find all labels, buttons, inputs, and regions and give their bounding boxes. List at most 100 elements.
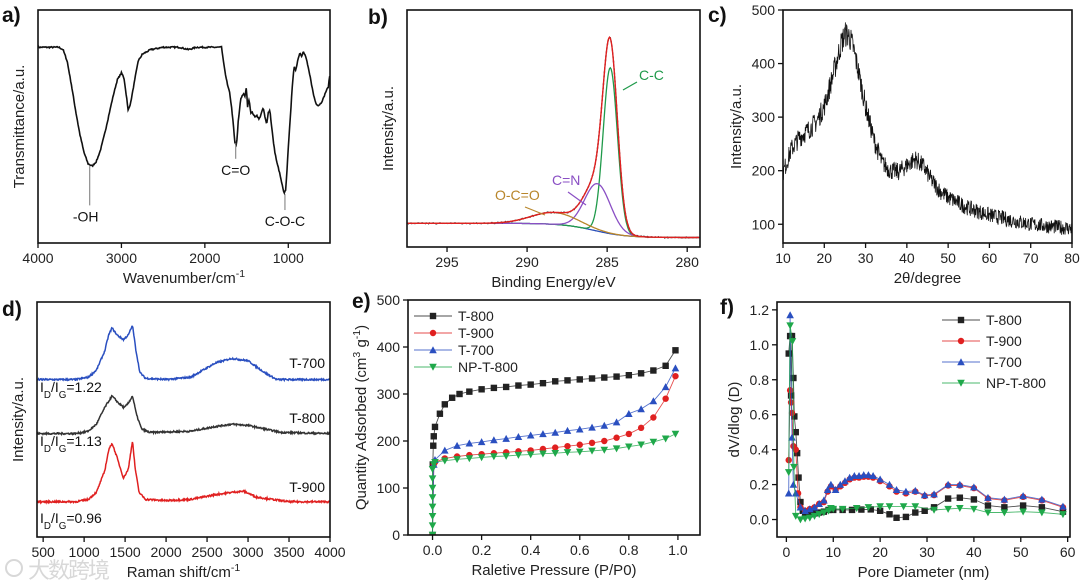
marker-square: [527, 381, 534, 388]
component-pointer: [524, 206, 546, 216]
marker-triangle-down: [1000, 509, 1009, 517]
marker-square: [515, 382, 522, 389]
annotation-label: C=O: [221, 162, 250, 178]
y-tick-label: 0.0: [750, 512, 770, 528]
x-tick-label: 20: [872, 544, 888, 560]
x-tick-label: 2500: [191, 544, 222, 560]
legend-label: T-700: [458, 342, 494, 358]
marker-square: [1001, 504, 1008, 511]
marker-triangle-down: [539, 450, 547, 458]
x-tick-label: 80: [1064, 250, 1080, 266]
marker-square: [893, 514, 900, 521]
marker-triangle-up: [551, 428, 560, 436]
marker-triangle-down: [453, 456, 461, 464]
marker-triangle-up: [786, 311, 794, 319]
marker-triangle-down: [820, 509, 828, 517]
marker-triangle-down: [957, 379, 965, 387]
marker-square: [576, 376, 583, 383]
series-label: T-700: [289, 355, 325, 371]
marker-triangle-up: [902, 487, 910, 495]
marker-triangle-down: [911, 503, 920, 511]
raman-T-900-line: [37, 441, 330, 505]
plot-area-d: [37, 325, 330, 505]
legend-item: T-700: [942, 354, 1022, 370]
marker-triangle-down: [428, 494, 437, 502]
marker-triangle-down: [441, 457, 449, 465]
plot-frame: [407, 299, 701, 536]
marker-triangle-up: [810, 503, 819, 511]
marker-triangle-down: [852, 504, 861, 512]
marker-circle: [552, 444, 559, 451]
marker-triangle-up: [815, 500, 823, 508]
marker-triangle-down: [465, 455, 474, 463]
x-tick-label: 4000: [314, 544, 345, 560]
y-tick-label: 500: [377, 292, 401, 308]
marker-triangle-down: [899, 503, 908, 511]
x-tick-label: 20: [816, 250, 832, 266]
marker-triangle-down: [526, 451, 535, 459]
marker-triangle-up: [823, 486, 832, 494]
marker-triangle-up: [563, 426, 572, 434]
marker-triangle-down: [956, 504, 964, 512]
x-tick-label: 3000: [106, 250, 137, 266]
x-axis-label: Binding Energy/eV: [491, 274, 615, 291]
raman-T-700-line: [37, 325, 330, 383]
marker-triangle-up: [892, 486, 901, 494]
y-tick-label: 200: [752, 163, 776, 179]
marker-triangle-down: [575, 448, 584, 456]
series-T-700: [784, 311, 1067, 514]
marker-triangle-down: [784, 469, 793, 477]
marker-square: [970, 496, 978, 503]
plot-frame: [406, 9, 701, 248]
marker-square: [806, 511, 814, 518]
x-tick-label: 3000: [232, 544, 263, 560]
marker-triangle-down: [649, 438, 658, 446]
marker-triangle-up: [827, 480, 835, 488]
y-tick-label: 1.2: [750, 302, 770, 318]
x-tick-label: 500: [31, 544, 55, 560]
plot-area-c: [783, 22, 1072, 235]
panel-label: d): [2, 298, 22, 321]
marker-triangle-down: [563, 449, 572, 457]
x-tick-label: 60: [1060, 544, 1076, 560]
marker-square: [430, 442, 437, 449]
marker-triangle-up: [625, 409, 633, 417]
marker-triangle-up: [864, 471, 873, 479]
panel-label: e): [352, 290, 371, 313]
marker-triangle-up: [920, 491, 929, 499]
x-tick-label: 285: [595, 254, 619, 270]
marker-square: [650, 367, 657, 374]
marker-triangle-down: [1019, 508, 1027, 516]
marker-triangle-up: [911, 486, 920, 494]
marker-triangle-down: [428, 522, 437, 530]
panel-f: f) 0 10 20 30 40 50 60 0.0 0.2 0.4 0.6 0.8 1.0 1.2 Pore…: [720, 296, 1076, 581]
marker-triangle-down: [551, 450, 560, 458]
x-axis-label: Raletive Pressure (P/P0): [471, 562, 636, 579]
x-tick-label: 280: [676, 254, 700, 270]
y-axis-label: Quantity Adsorbed (cm3 g-1): [351, 325, 370, 510]
marker-triangle-down: [588, 447, 596, 455]
marker-triangle-down: [490, 453, 498, 461]
marker-triangle-up: [876, 475, 884, 483]
marker-triangle-down: [428, 466, 437, 473]
marker-triangle-up: [956, 480, 964, 488]
marker-triangle-down: [984, 509, 992, 517]
legend-label: NP-T-800: [458, 359, 518, 375]
marker-triangle-up: [831, 486, 840, 494]
watermark-logo: [5, 559, 23, 577]
series-line: [788, 315, 1064, 512]
x-tick-label: 30: [919, 544, 935, 560]
marker-square: [957, 316, 965, 324]
marker-triangle-down: [637, 441, 645, 449]
marker-triangle-down: [431, 458, 439, 466]
marker-triangle-down: [930, 506, 938, 514]
y-tick-label: 300: [752, 109, 776, 125]
marker-square: [588, 375, 596, 382]
series-label: T-900: [289, 479, 325, 495]
marker-triangle-down: [786, 322, 794, 330]
marker-triangle-up: [820, 496, 828, 504]
series-T-700: [429, 364, 680, 535]
legend-label: T-800: [986, 312, 1022, 328]
annotation-label: C-O-C: [265, 213, 305, 229]
y-axis-label: Intensity/a.u.: [10, 377, 27, 462]
